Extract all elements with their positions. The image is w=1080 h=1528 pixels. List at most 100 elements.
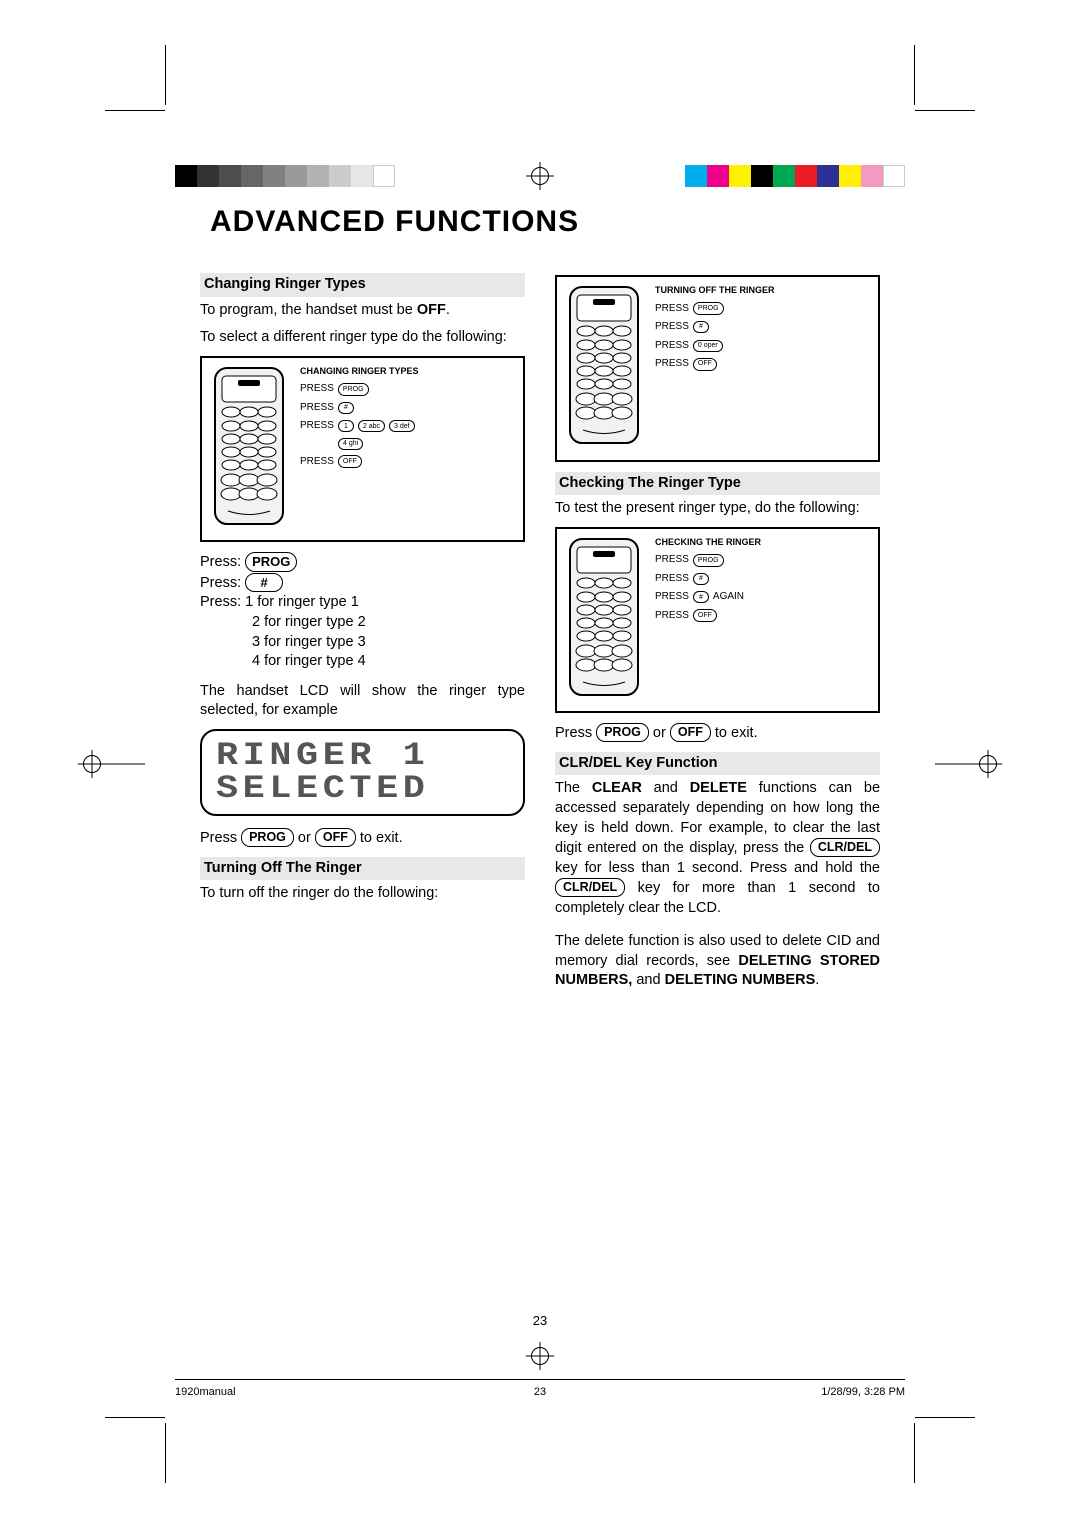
paragraph: The delete function is also used to dele… <box>555 932 880 991</box>
text-bold: OFF <box>417 302 446 318</box>
text: Press <box>555 725 596 741</box>
text: to exit. <box>356 830 403 846</box>
key-icon: PROG <box>693 554 724 567</box>
paragraph: To turn off the ringer do the following: <box>200 884 525 904</box>
text: Press: <box>200 554 245 570</box>
text-bold: DELETE <box>690 780 747 796</box>
page-content: ADVANCED FUNCTIONS Changing Ringer Types… <box>200 205 880 1328</box>
crop-mark <box>915 1417 975 1418</box>
text: The <box>555 780 592 796</box>
color-registration-bar <box>175 165 905 187</box>
handset-icon <box>210 366 288 533</box>
text: . <box>815 972 819 988</box>
text: PRESS <box>655 357 689 371</box>
text: PRESS <box>655 553 689 567</box>
footer-timestamp: 1/28/99, 3:28 PM <box>662 1386 905 1398</box>
footer-page: 23 <box>418 1386 661 1398</box>
lcd-line: RINGER 1 <box>216 739 553 773</box>
paragraph: To select a different ringer type do the… <box>200 328 525 348</box>
paragraph: The CLEAR and DELETE functions can be ac… <box>555 779 880 918</box>
key-icon: 1 <box>338 420 354 432</box>
left-column: Changing Ringer Types To program, the ha… <box>200 267 525 999</box>
key-icon: # <box>693 573 709 585</box>
key-icon: OFF <box>693 358 717 371</box>
registration-mark-top <box>528 164 552 188</box>
text: PRESS <box>655 590 689 604</box>
page-number: 23 <box>533 1313 547 1328</box>
crop-mark <box>914 45 915 105</box>
text: PRESS <box>655 339 689 353</box>
heading-checking-ringer: Checking The Ringer Type <box>555 472 880 496</box>
text: 2 for ringer type 2 <box>252 613 525 633</box>
key-icon: # <box>338 402 354 414</box>
crop-mark <box>935 764 975 765</box>
key-icon: OFF <box>693 609 717 622</box>
text: 3 for ringer type 3 <box>252 633 525 653</box>
key-label: CLR/DEL <box>810 838 880 857</box>
key-label: OFF <box>315 828 356 847</box>
diagram-instructions: CHECKING THE RINGER PRESS PROG PRESS # P… <box>655 537 870 628</box>
diagram-changing-ringer: CHANGING RINGER TYPES PRESS PROG PRESS #… <box>200 356 525 543</box>
registration-mark-bottom <box>528 1344 552 1368</box>
text: 4 for ringer type 4 <box>252 652 525 672</box>
text-bold: CLEAR <box>592 780 642 796</box>
page-title: ADVANCED FUNCTIONS <box>210 205 880 239</box>
handset-icon <box>565 537 643 704</box>
diagram-checking-ringer: CHECKING THE RINGER PRESS PROG PRESS # P… <box>555 527 880 714</box>
diagram-title: TURNING OFF THE RINGER <box>655 285 870 296</box>
key-label: OFF <box>670 723 711 742</box>
diagram-instructions: CHANGING RINGER TYPES PRESS PROG PRESS #… <box>300 366 515 474</box>
heading-turning-off: Turning Off The Ringer <box>200 857 525 881</box>
key-icon: # <box>693 321 709 333</box>
paragraph: To test the present ringer type, do the … <box>555 499 880 519</box>
footer: 1920manual 23 1/28/99, 3:28 PM <box>175 1379 905 1398</box>
press-line: Press: 1 for ringer type 1 <box>200 593 525 613</box>
paragraph: The handset LCD will show the ringer typ… <box>200 682 525 721</box>
text: AGAIN <box>713 590 744 604</box>
text-bold: DELETING NUMBERS <box>665 972 816 988</box>
text: or <box>649 725 670 741</box>
text: PRESS <box>300 455 334 469</box>
crop-mark <box>165 1423 166 1483</box>
footer-filename: 1920manual <box>175 1386 418 1398</box>
text: To program, the handset must be <box>200 302 417 318</box>
diagram-title: CHECKING THE RINGER <box>655 537 870 548</box>
text: or <box>294 830 315 846</box>
press-line: Press: PROG <box>200 552 525 573</box>
diagram-instructions: TURNING OFF THE RINGER PRESS PROG PRESS … <box>655 285 870 376</box>
text: Press: <box>200 575 245 591</box>
text: PRESS <box>300 382 334 396</box>
text: key for less than 1 second. Press and ho… <box>555 860 880 876</box>
key-label: # <box>245 573 283 593</box>
text: PRESS <box>655 320 689 334</box>
text: PRESS <box>300 419 334 433</box>
text: to exit. <box>711 725 758 741</box>
registration-mark-left <box>80 752 104 776</box>
key-icon: PROG <box>693 302 724 315</box>
key-label: CLR/DEL <box>555 878 625 897</box>
paragraph: Press PROG or OFF to exit. <box>200 828 525 849</box>
key-icon: 4 ghi <box>338 438 363 450</box>
key-label: PROG <box>596 723 649 742</box>
text: and <box>642 780 690 796</box>
text: PRESS <box>655 302 689 316</box>
text: . <box>446 302 450 318</box>
lcd-display: RINGER 1 SELECTED <box>200 729 525 816</box>
paragraph: To program, the handset must be OFF. <box>200 301 525 321</box>
text: and <box>632 972 664 988</box>
text: PRESS <box>300 401 334 415</box>
crop-mark <box>105 1417 165 1418</box>
key-icon: # <box>693 591 709 603</box>
text: PRESS <box>655 572 689 586</box>
key-icon: 2 abc <box>358 420 385 432</box>
key-label: PROG <box>245 552 297 572</box>
key-label: PROG <box>241 828 294 847</box>
key-icon: PROG <box>338 383 369 396</box>
diagram-turning-off: TURNING OFF THE RINGER PRESS PROG PRESS … <box>555 275 880 462</box>
crop-mark <box>914 1423 915 1483</box>
heading-clr-del: CLR/DEL Key Function <box>555 752 880 776</box>
ringer-options: 2 for ringer type 2 3 for ringer type 3 … <box>252 613 525 672</box>
diagram-title: CHANGING RINGER TYPES <box>300 366 515 377</box>
crop-mark <box>105 110 165 111</box>
text: PRESS <box>655 609 689 623</box>
